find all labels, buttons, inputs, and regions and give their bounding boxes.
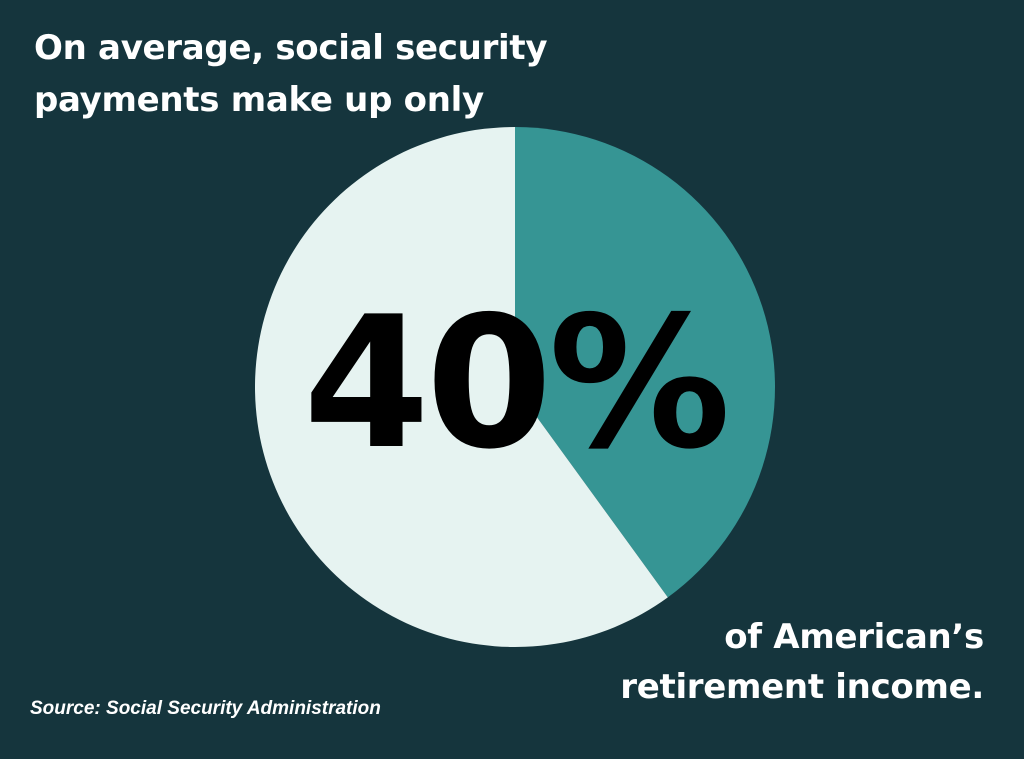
pie-chart-svg (254, 127, 775, 648)
tail-text: of American’s retirement income. (620, 612, 984, 712)
headline-line-2: payments make up only (34, 80, 484, 120)
headline-line-1: On average, social security (34, 28, 548, 68)
pie-center-label: 40% (303, 277, 731, 489)
tail-line-1: of American’s (724, 617, 984, 657)
pie-slice-1 (515, 127, 775, 598)
tail-line-2: retirement income. (620, 667, 984, 707)
pie-chart (254, 126, 776, 648)
source-note: Source: Social Security Administration (30, 698, 381, 719)
pie-slice-2 (254, 127, 668, 648)
headline: On average, social security payments mak… (34, 22, 548, 126)
